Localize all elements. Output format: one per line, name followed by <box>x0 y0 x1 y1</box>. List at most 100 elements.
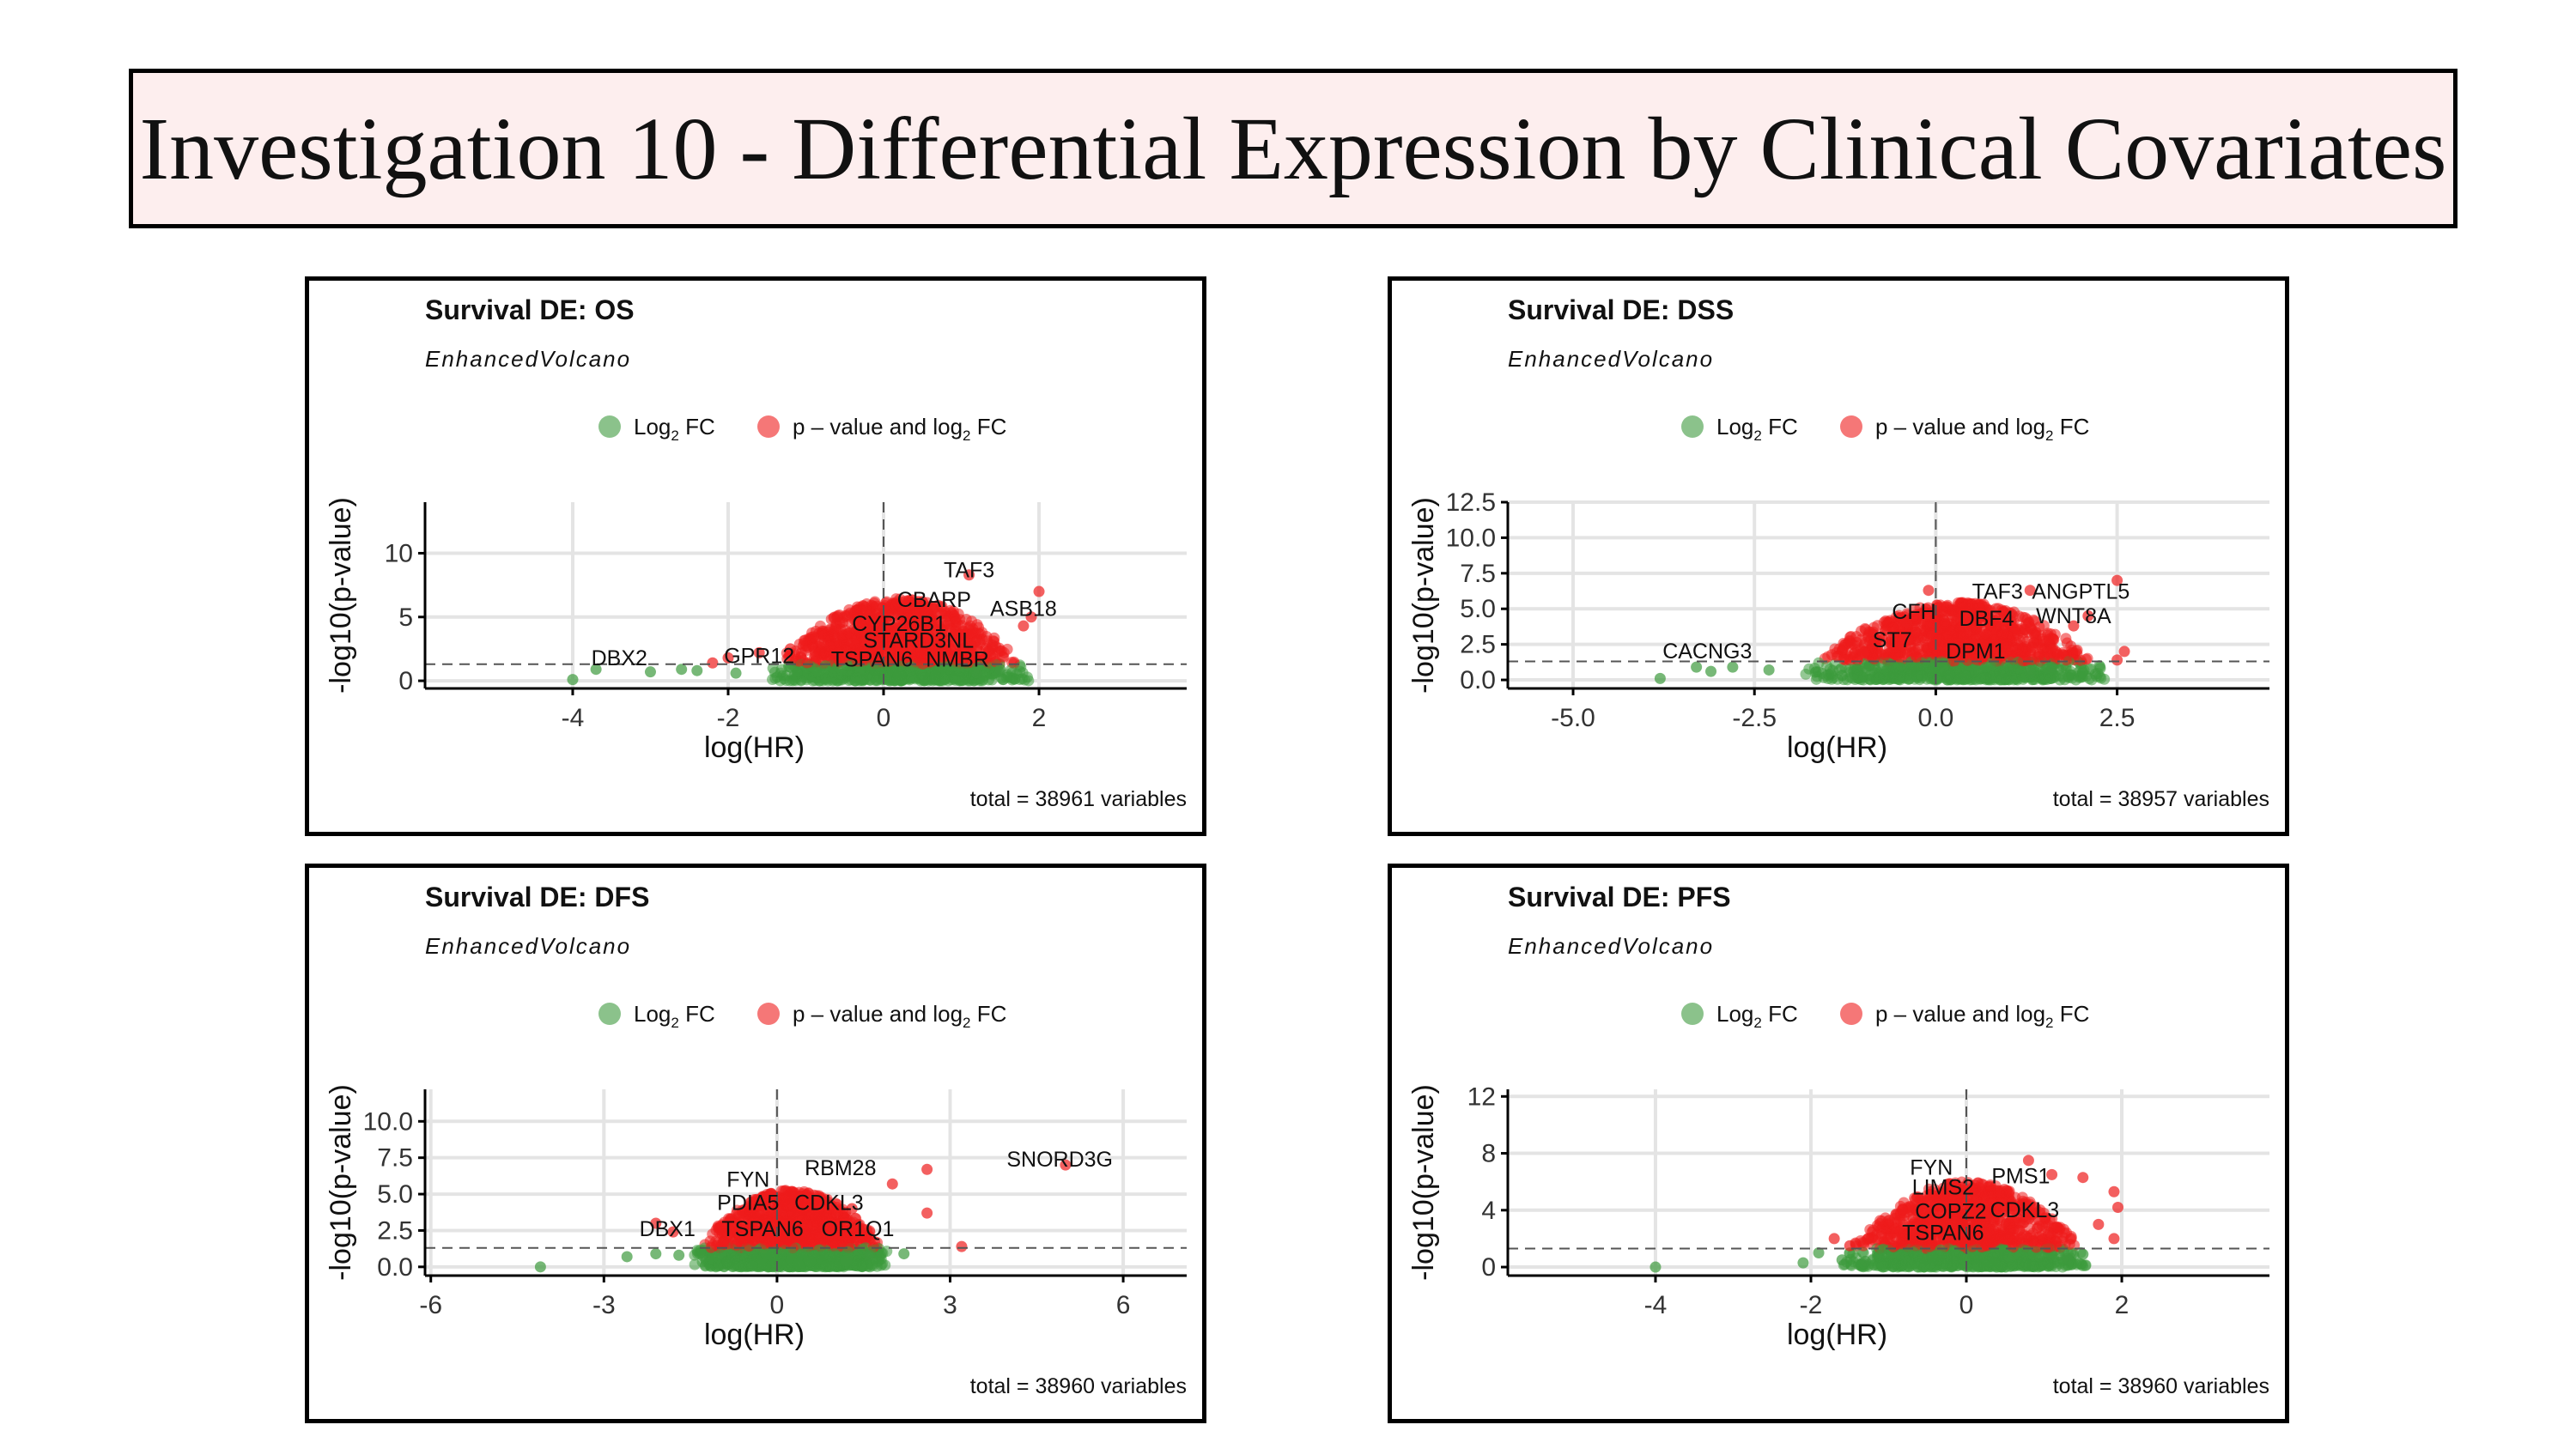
green-point <box>951 670 963 682</box>
red-point <box>1857 647 1869 659</box>
red-point <box>1993 611 2005 623</box>
green-point <box>1873 672 1885 684</box>
gene-label: CACNG3 <box>1662 640 1752 664</box>
red-point <box>779 1238 791 1250</box>
gene-label: GPR12 <box>724 644 794 668</box>
red-point <box>1910 651 1922 663</box>
green-point <box>738 1259 750 1271</box>
red-point <box>1886 622 1899 634</box>
gene-label: PDIA5 <box>717 1191 779 1216</box>
red-point <box>987 639 999 651</box>
legend-red-marker <box>1840 415 1862 438</box>
chart-subtitle: EnhancedVolcano <box>425 346 631 372</box>
red-point <box>903 605 915 617</box>
red-point <box>753 646 765 658</box>
red-point <box>848 638 860 650</box>
red-point <box>1926 628 1938 640</box>
green-point <box>1980 661 1992 673</box>
green-point <box>1763 664 1775 676</box>
red-point <box>963 569 975 581</box>
chart-subtitle: EnhancedVolcano <box>425 933 631 959</box>
gene-label: DBX1 <box>640 1217 696 1241</box>
legend-item-pvalue-log2fc: p – value and log2 FC <box>1875 1001 2089 1031</box>
red-point <box>801 657 813 669</box>
green-point <box>827 670 839 682</box>
green-point <box>650 1248 662 1260</box>
title-banner: Investigation 10 - Differential Expressi… <box>129 69 2458 228</box>
red-point <box>860 601 872 613</box>
red-point <box>863 1230 875 1242</box>
red-point <box>2017 633 2029 645</box>
red-point <box>2111 574 2123 586</box>
x-tick-label: 2.5 <box>2099 704 2136 732</box>
red-point <box>814 1232 826 1244</box>
red-point <box>743 1240 755 1252</box>
red-point <box>886 1178 898 1190</box>
red-point <box>866 615 878 627</box>
green-point <box>892 669 904 681</box>
red-point <box>765 1202 777 1214</box>
green-point <box>1809 666 1821 678</box>
point-cloud <box>1838 1176 2092 1273</box>
green-point <box>2046 661 2058 673</box>
red-point <box>898 634 910 646</box>
green-point <box>874 1250 886 1262</box>
green-point <box>1890 673 1902 685</box>
red-point <box>846 1203 858 1215</box>
green-point <box>1960 670 1972 682</box>
red-point <box>2071 644 2083 656</box>
y-tick-label: 5.0 <box>377 1180 413 1209</box>
red-point <box>1877 634 1889 646</box>
gene-label: ANGPTL5 <box>2032 580 2129 604</box>
red-point <box>744 1205 756 1217</box>
green-point <box>796 1248 808 1260</box>
red-point <box>2068 620 2080 632</box>
x-axis-title: log(HR) <box>704 731 805 764</box>
y-axis-title: -log10(p-value) <box>325 1084 357 1281</box>
legend-red-marker <box>1840 1003 1862 1025</box>
red-point <box>1978 615 1990 627</box>
green-point <box>994 664 1006 676</box>
chart-title: Survival DE: DSS <box>1508 294 1734 325</box>
y-tick-label: 0.0 <box>1460 666 1496 694</box>
red-point <box>860 627 872 640</box>
red-point <box>776 1193 788 1205</box>
red-point <box>2026 653 2038 665</box>
red-point <box>1985 620 1997 632</box>
red-point <box>1939 646 1951 658</box>
red-point <box>937 652 949 664</box>
green-point <box>1727 661 1739 673</box>
total-variables-caption: total = 38960 variables <box>970 1374 1187 1398</box>
red-point <box>821 1193 833 1205</box>
red-point <box>1937 621 1949 633</box>
red-point <box>1910 626 1922 638</box>
red-point <box>2060 654 2072 666</box>
x-tick-label: 3 <box>943 1291 957 1319</box>
red-point <box>834 1203 846 1216</box>
x-tick-label: -3 <box>592 1291 616 1319</box>
x-axis-title: log(HR) <box>704 1319 805 1351</box>
gene-label: CFH <box>1892 600 1935 624</box>
red-point <box>1935 599 1947 611</box>
x-tick-label: -6 <box>419 1291 442 1319</box>
green-point <box>621 1251 633 1263</box>
chart-subtitle: EnhancedVolcano <box>1508 933 1714 959</box>
gene-label: TSPAN6 <box>721 1217 803 1241</box>
volcano-panel-pfs: Survival DE: PFS EnhancedVolcano Log2 FC p … <box>1388 864 2289 1423</box>
red-point <box>1967 638 1979 650</box>
red-point <box>2118 646 2130 658</box>
red-point <box>2013 610 2025 622</box>
x-tick-label: 2 <box>1032 704 1047 732</box>
green-point <box>2062 670 2074 682</box>
green-point <box>746 1260 758 1272</box>
red-point <box>834 1229 846 1241</box>
green-point <box>898 1248 910 1260</box>
green-point <box>1654 672 1666 684</box>
red-point <box>2029 626 2041 638</box>
red-point <box>971 634 983 646</box>
red-point <box>779 1217 791 1229</box>
green-point <box>673 1249 685 1261</box>
legend-green-marker <box>1681 415 1704 438</box>
red-point <box>800 645 812 657</box>
red-point <box>921 1207 933 1219</box>
